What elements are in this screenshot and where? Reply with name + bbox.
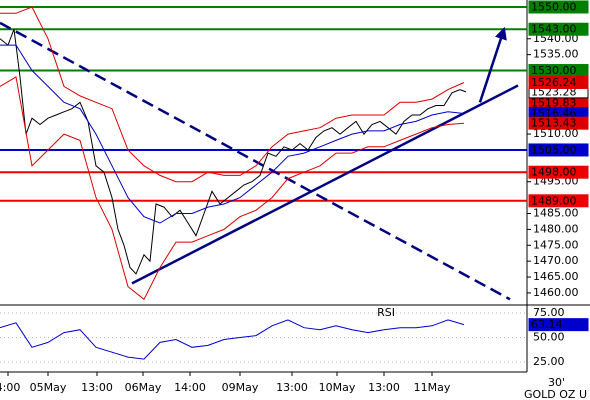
x-tick-label: 10May	[319, 381, 356, 394]
price-box	[528, 0, 589, 14]
y-tick-label: 1535.00	[533, 48, 579, 61]
price-box	[528, 318, 589, 332]
price-box-label: 1526.24	[531, 76, 577, 89]
rsi-line	[0, 319, 465, 360]
rsi-title: RSI	[377, 306, 395, 319]
x-tick-label: 13:00	[81, 381, 113, 394]
x-tick-label: 11May	[414, 381, 451, 394]
rsi-tick-label: 50.00	[533, 331, 565, 344]
price-line	[0, 29, 467, 275]
y-tick-label: 1485.00	[533, 207, 579, 220]
price-box	[528, 194, 589, 208]
footer-text: 30'	[548, 376, 565, 389]
x-tick-label: 05May	[30, 381, 67, 394]
price-box-label: 1530.00	[531, 64, 577, 77]
x-tick-label: 13:00	[276, 381, 308, 394]
trendline	[478, 26, 507, 103]
price-box-label: 1513.43	[531, 117, 577, 130]
price-box-label: 1543.00	[531, 23, 577, 36]
y-tick-label: 1475.00	[533, 238, 579, 251]
price-box-label: 1519.83	[531, 96, 577, 109]
y-tick-label: 1465.00	[533, 270, 579, 283]
footer-text: GOLD OZ U	[524, 388, 587, 400]
price-line	[0, 76, 465, 301]
price-box	[528, 22, 589, 36]
price-line	[0, 6, 465, 183]
price-box	[528, 116, 589, 130]
price-line	[0, 44, 465, 224]
x-tick-label: 09May	[222, 381, 259, 394]
y-tick-label: 1510.00	[533, 127, 579, 140]
x-tick-label: 14:00	[174, 381, 206, 394]
y-tick-label: 1480.00	[533, 222, 579, 235]
price-box-label: 1498.00	[531, 166, 577, 179]
price-box	[528, 165, 589, 179]
price-box-label: 63.14	[531, 318, 563, 331]
price-box	[528, 75, 589, 89]
price-box-label: 1505.00	[531, 143, 577, 156]
price-box-label: 1489.00	[531, 194, 577, 207]
price-box-label: 1550.00	[531, 0, 577, 13]
price-box	[528, 143, 589, 157]
x-tick-label: 4:00	[0, 381, 20, 394]
rsi-tick-label: 75.00	[533, 306, 565, 319]
x-tick-label: 13:00	[368, 381, 400, 394]
y-tick-label: 1460.00	[533, 286, 579, 299]
y-tick-label: 1470.00	[533, 254, 579, 267]
trendline	[0, 21, 511, 301]
x-tick-label: 06May	[125, 381, 162, 394]
trendline	[131, 84, 519, 285]
rsi-tick-label: 25.00	[533, 355, 565, 368]
